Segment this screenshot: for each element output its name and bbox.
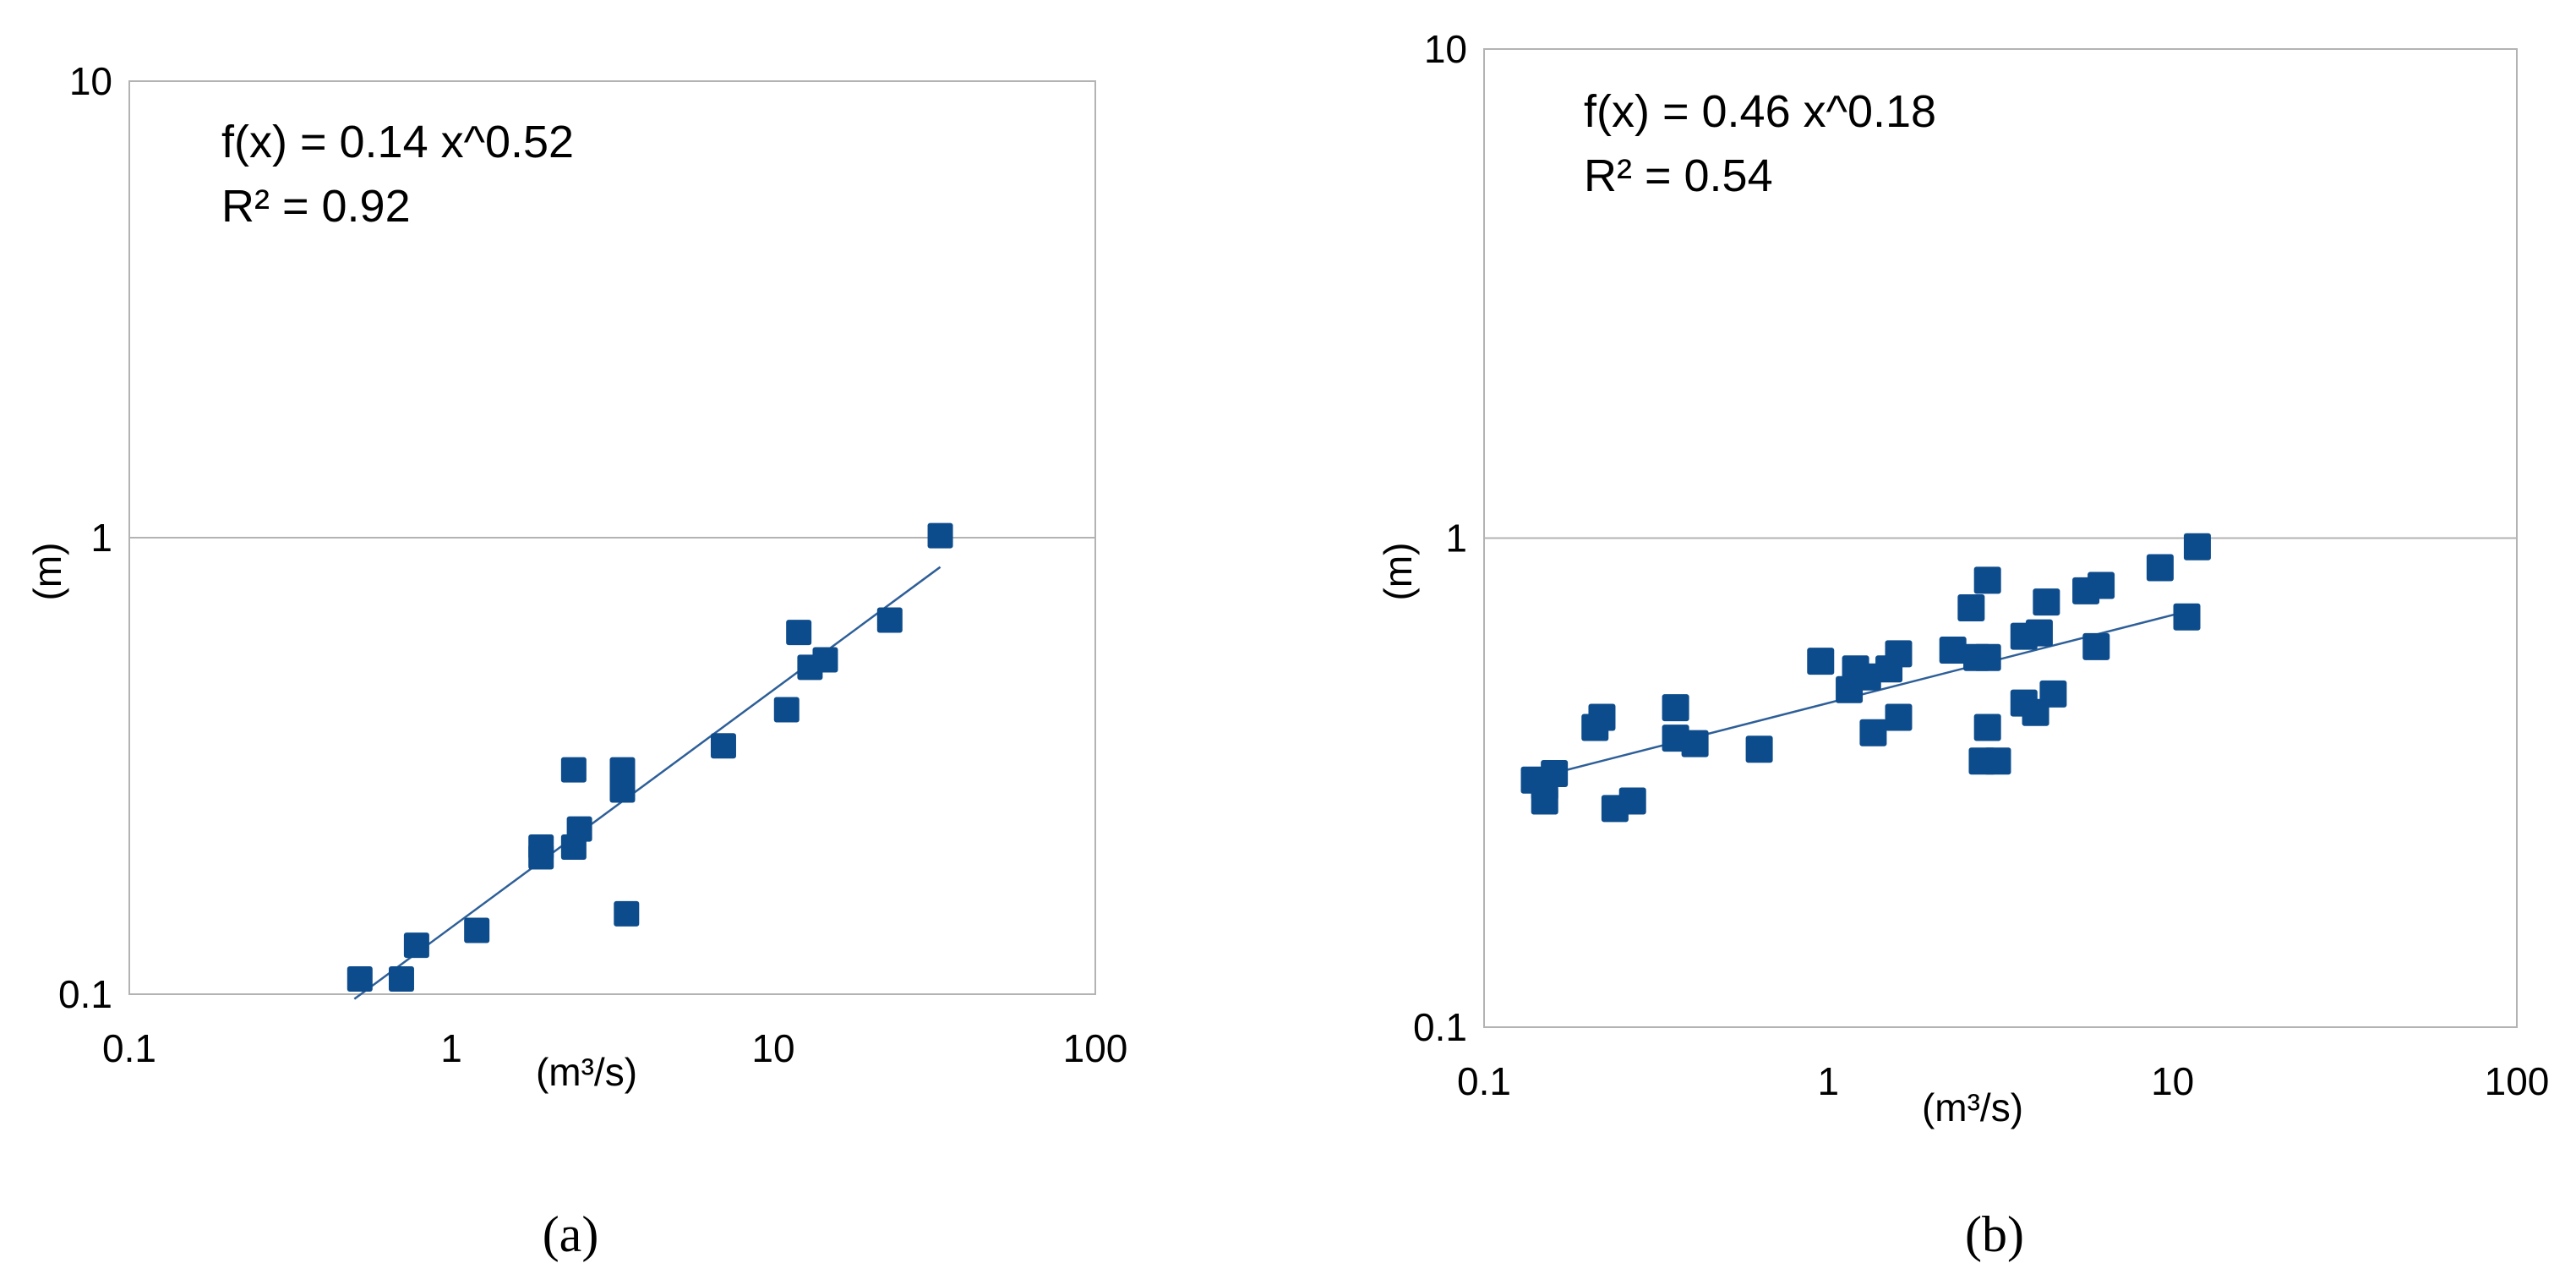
- chart-b-x-tick-label: 100: [2485, 1059, 2550, 1103]
- chart-b-data-point: [2082, 632, 2110, 660]
- chart-b-data-point: [1662, 694, 1689, 722]
- chart-a: 0.1 1 10 0.1 1 10 100 f(x) = 0.14 x^0.52 R² = …: [25, 59, 1127, 1262]
- chart-a-x-tick-label: 0.1: [102, 1026, 156, 1070]
- chart-b-data-point: [1984, 747, 2011, 775]
- chart-b-data-point: [2025, 619, 2053, 647]
- chart-a-panel-label: (a): [543, 1206, 599, 1262]
- chart-a-data-point: [347, 965, 373, 992]
- chart-a-data-point: [609, 757, 636, 783]
- chart-b-data-point: [1541, 760, 1569, 788]
- chart-a-x-tick-label: 1: [440, 1026, 462, 1070]
- chart-b-data-point: [2088, 571, 2115, 599]
- chart-b-y-tick-label: 1: [1445, 517, 1467, 560]
- chart-b-plot-area: [1483, 48, 2518, 1028]
- chart-a-trendline: [353, 566, 941, 1000]
- chart-a-data-point: [614, 900, 640, 927]
- chart-b-y-tick-label: 10: [1424, 27, 1467, 71]
- chart-b-data-point: [1885, 703, 1913, 731]
- chart-b-x-tick-label: 0.1: [1457, 1059, 1511, 1103]
- chart-a-data-point: [812, 647, 838, 673]
- chart-b-tick-labels: 0.1 1 10 0.1 1 10 100: [1413, 27, 2549, 1103]
- chart-b-data-point: [1745, 735, 1773, 763]
- chart-b-y-axis-title: (m): [1376, 543, 1420, 601]
- chart-b-data-point: [2146, 554, 2174, 582]
- chart-a-x-axis-title: (m³/s): [536, 1050, 637, 1094]
- chart-a-data-point: [876, 607, 903, 633]
- chart-b-data-point: [1939, 637, 1967, 664]
- chart-b-data-point: [1588, 703, 1616, 731]
- chart-b-panel-label: (b): [1965, 1206, 2024, 1262]
- chart-a-r2: R² = 0.92: [221, 181, 411, 232]
- chart-b-data-point: [1618, 787, 1646, 815]
- chart-b-points: [1520, 533, 2211, 823]
- chart-b-y-tick-label: 0.1: [1413, 1005, 1467, 1049]
- chart-b-data-point: [2173, 603, 2201, 631]
- chart-a-y-axis-title: (m): [25, 543, 69, 601]
- chart-b-data-point: [2033, 588, 2060, 616]
- chart-b-r2: R² = 0.54: [1584, 150, 1773, 201]
- chart-a-data-point: [403, 932, 429, 959]
- chart-b-data-point: [1973, 643, 2001, 671]
- chart-b-data-point: [1957, 594, 1985, 622]
- chart-a-y-tick-label: 10: [69, 59, 112, 103]
- chart-a-data-point: [388, 965, 414, 992]
- chart-a-plot-area: [128, 80, 1096, 995]
- chart-a-data-point: [786, 620, 812, 646]
- chart-b: 0.1 1 10 0.1 1 10 100 f(x) = 0.46 x^0.18 R² = …: [1376, 27, 2549, 1262]
- chart-a-points: [347, 522, 953, 992]
- chart-b-x-axis-title: (m³/s): [1922, 1085, 2023, 1129]
- chart-b-data-point: [1807, 648, 1835, 675]
- chart-b-data-point: [1973, 566, 2001, 594]
- chart-b-data-point: [1681, 730, 1709, 757]
- chart-a-data-point: [528, 834, 554, 861]
- chart-a-tick-labels: 0.1 1 10 0.1 1 10 100: [58, 59, 1127, 1070]
- chart-b-equation: f(x) = 0.46 x^0.18: [1584, 86, 1936, 137]
- chart-a-y-tick-label: 0.1: [58, 972, 112, 1016]
- chart-a-data-point: [609, 777, 636, 803]
- chart-b-data-point: [2039, 680, 2067, 708]
- chart-b-data-point: [1973, 714, 2001, 741]
- chart-a-data-point: [560, 757, 587, 783]
- chart-a-data-point: [566, 816, 592, 842]
- chart-a-data-point: [773, 697, 800, 723]
- chart-a-y-tick-label: 1: [90, 516, 112, 560]
- chart-a-data-point: [927, 522, 953, 549]
- chart-a-x-tick-label: 100: [1063, 1026, 1128, 1070]
- chart-a-equation: f(x) = 0.14 x^0.52: [221, 117, 574, 167]
- chart-b-data-point: [2183, 533, 2211, 560]
- chart-b-data-point: [1859, 719, 1887, 746]
- chart-a-data-point: [464, 917, 490, 943]
- chart-b-data-point: [1885, 640, 1913, 668]
- chart-b-data-point: [1853, 663, 1881, 691]
- chart-b-x-tick-label: 1: [1818, 1059, 1840, 1103]
- chart-b-x-tick-label: 10: [2151, 1059, 2194, 1103]
- chart-a-x-tick-label: 10: [751, 1026, 794, 1070]
- chart-a-data-point: [710, 733, 736, 759]
